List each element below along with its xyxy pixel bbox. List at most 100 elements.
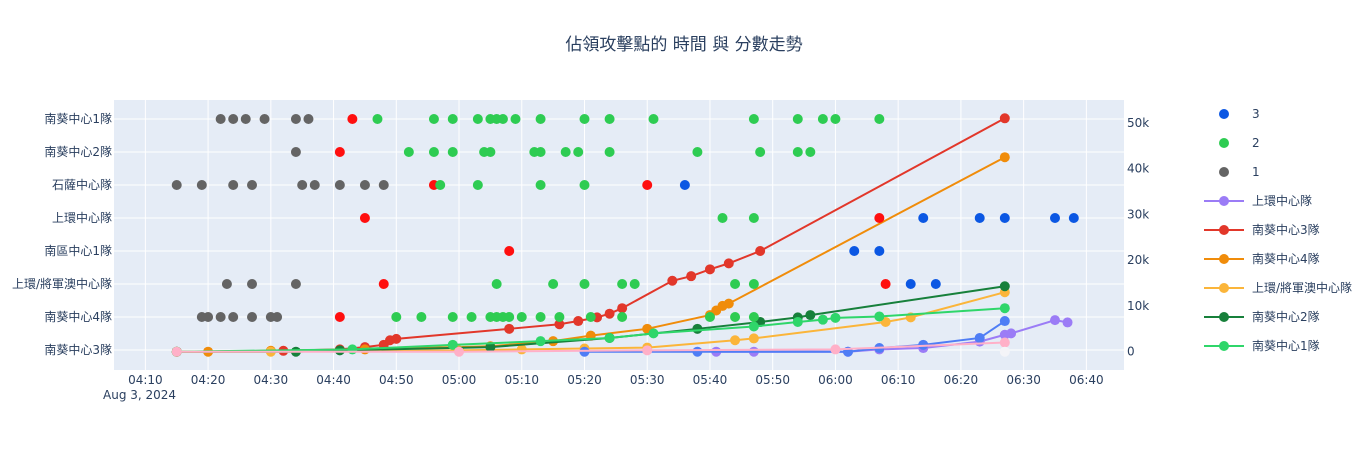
capture-point — [416, 312, 427, 322]
capture-point — [704, 312, 715, 322]
y-category-label: 南區中心1隊 — [44, 243, 112, 258]
x-tick-label: 04:10 — [128, 373, 163, 387]
score-point — [748, 333, 759, 344]
capture-point — [228, 180, 239, 190]
capture-point — [548, 279, 559, 289]
capture-point — [510, 114, 521, 124]
legend-marker — [1219, 225, 1229, 235]
x-tick-label: 05:50 — [755, 373, 790, 387]
score-point — [999, 152, 1010, 163]
y-category-label: 上環中心隊 — [52, 210, 112, 225]
capture-point — [472, 180, 483, 190]
capture-point — [730, 279, 741, 289]
capture-point — [930, 279, 941, 289]
legend-label: 南葵中心2隊 — [1252, 309, 1320, 324]
x-axis-date-label: Aug 3, 2024 — [103, 388, 176, 402]
capture-point — [573, 147, 584, 157]
capture-point — [215, 312, 226, 322]
capture-point — [228, 312, 239, 322]
legend-marker — [1219, 196, 1229, 206]
x-tick-label: 04:40 — [316, 373, 351, 387]
capture-point — [617, 312, 628, 322]
x-tick-label: 06:10 — [881, 373, 916, 387]
legend-marker — [1219, 138, 1229, 148]
capture-point — [309, 180, 320, 190]
capture-point — [447, 312, 458, 322]
y-right-tick-label: 40k — [1127, 162, 1149, 176]
score-point — [604, 308, 615, 319]
y-right-tick-label: 50k — [1127, 116, 1149, 130]
legend[interactable]: 3 2 1 上環中心隊南葵中心3隊南葵中心4隊上環/將軍澳中心隊南葵中心2隊南葵中心1… — [1204, 107, 1352, 353]
capture-point — [748, 312, 759, 322]
capture-point — [817, 114, 828, 124]
legend-label: 上環中心隊 — [1252, 193, 1312, 208]
score-point — [805, 310, 816, 321]
score-point — [999, 113, 1010, 124]
capture-point — [554, 312, 565, 322]
x-tick-label: 05:20 — [567, 373, 602, 387]
capture-point — [974, 213, 985, 223]
capture-point — [247, 180, 258, 190]
capture-point — [535, 180, 546, 190]
capture-points — [171, 114, 1079, 322]
capture-point — [378, 180, 389, 190]
capture-point — [692, 147, 703, 157]
x-tick-label: 06:00 — [818, 373, 853, 387]
score-point — [730, 335, 741, 346]
score-point — [999, 346, 1010, 357]
score-point — [1062, 317, 1073, 328]
score-point — [573, 316, 584, 327]
capture-point — [504, 312, 515, 322]
capture-point — [579, 180, 590, 190]
score-point — [648, 328, 659, 339]
capture-point — [428, 147, 439, 157]
capture-point — [491, 279, 502, 289]
capture-point — [560, 147, 571, 157]
capture-point — [428, 114, 439, 124]
capture-point — [466, 312, 477, 322]
capture-point — [472, 114, 483, 124]
score-point — [918, 339, 929, 350]
capture-point — [334, 312, 345, 322]
capture-point — [880, 279, 891, 289]
capture-point — [247, 312, 258, 322]
legend-label: 上環/將軍澳中心隊 — [1252, 280, 1352, 295]
score-point — [454, 346, 465, 357]
capture-point — [579, 114, 590, 124]
score-point — [999, 316, 1010, 327]
x-tick-label: 05:30 — [630, 373, 665, 387]
score-point — [704, 264, 715, 275]
capture-point — [334, 180, 345, 190]
plot-area — [114, 100, 1124, 370]
score-point — [642, 345, 653, 356]
score-point — [755, 246, 766, 257]
capture-point — [203, 312, 214, 322]
score-point — [830, 312, 841, 323]
score-point — [1006, 328, 1017, 339]
score-lines — [171, 113, 1073, 357]
x-tick-label: 06:20 — [944, 373, 979, 387]
score-point — [347, 344, 358, 355]
y-right-tick-label: 0 — [1127, 345, 1135, 359]
capture-point — [485, 147, 496, 157]
score-point — [171, 346, 182, 357]
capture-point — [378, 279, 389, 289]
legend-label: 1 — [1252, 165, 1260, 179]
capture-point — [604, 147, 615, 157]
capture-point — [447, 114, 458, 124]
score-point — [723, 298, 734, 309]
capture-point — [579, 279, 590, 289]
score-point — [748, 321, 759, 332]
legend-label: 3 — [1252, 107, 1260, 121]
capture-point — [290, 147, 301, 157]
x-tick-label: 06:30 — [1006, 373, 1041, 387]
capture-point — [585, 312, 596, 322]
capture-point — [604, 114, 615, 124]
capture-point — [648, 114, 659, 124]
legend-marker — [1219, 167, 1229, 177]
score-point — [999, 303, 1010, 314]
capture-point — [247, 279, 258, 289]
capture-point — [297, 180, 308, 190]
capture-point — [359, 213, 370, 223]
